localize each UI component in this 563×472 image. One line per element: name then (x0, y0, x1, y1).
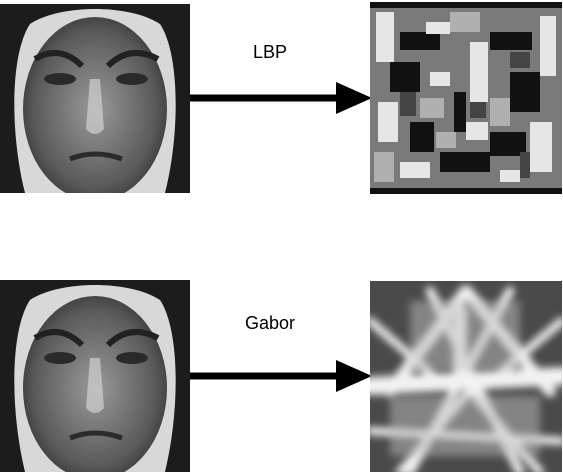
gabor-output-image (370, 281, 562, 472)
arrow-right-icon (190, 360, 372, 392)
face-photo-2 (0, 280, 190, 472)
method-label-lbp: LBP (252, 42, 288, 62)
lbp-row: LBP (0, 0, 563, 200)
gabor-row: Gabor (0, 276, 563, 472)
arrow-right-icon (190, 82, 372, 114)
method-label-gabor: Gabor (244, 313, 296, 333)
lbp-output-image (370, 2, 562, 194)
face-photo-1 (0, 4, 190, 193)
